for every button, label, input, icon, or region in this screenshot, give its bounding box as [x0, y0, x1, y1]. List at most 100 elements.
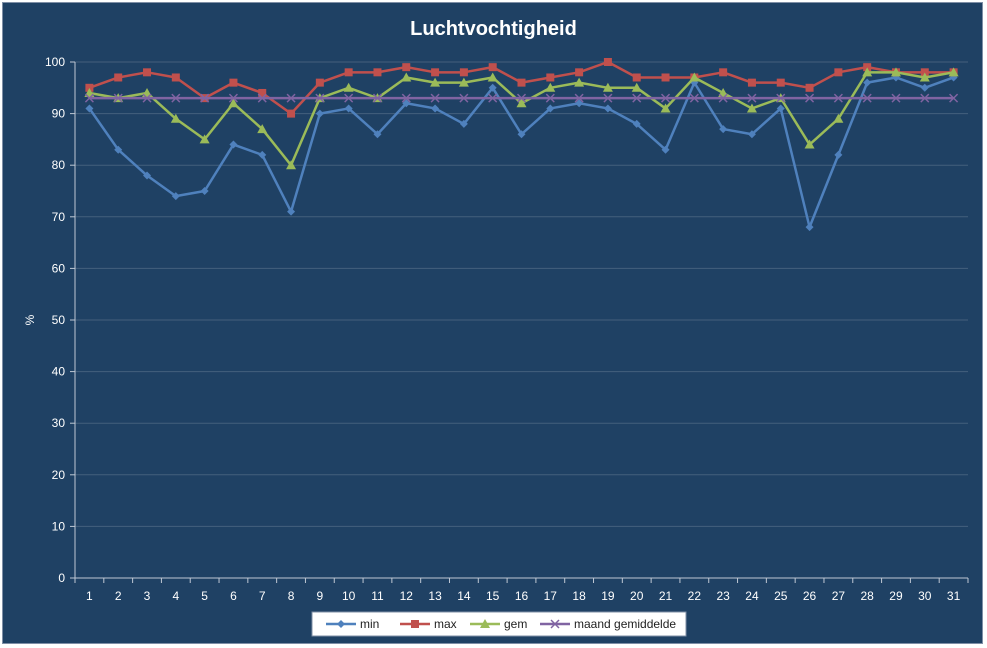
data-point-maand-gemiddelde: [574, 93, 584, 103]
data-point-min: [776, 104, 785, 113]
legend-label: maand gemiddelde: [574, 617, 676, 631]
y-tick-label: 60: [52, 261, 66, 275]
x-tick-label: 24: [745, 589, 759, 603]
y-tick-label: 80: [52, 158, 66, 172]
data-point-min: [459, 119, 468, 128]
data-point-min: [373, 130, 382, 139]
x-tick-label: 1: [86, 589, 93, 603]
data-point-gem: [948, 67, 959, 77]
data-point-min: [575, 99, 584, 108]
x-tick-label: 29: [889, 589, 903, 603]
x-tick-label: 4: [172, 589, 179, 603]
y-tick-label: 90: [52, 107, 66, 121]
x-tick-label: 23: [716, 589, 730, 603]
x-tick-label: 14: [457, 589, 471, 603]
data-point-max: [315, 78, 324, 87]
data-point-min: [143, 171, 152, 180]
y-axis-label: %: [23, 314, 37, 325]
chart-title: Luchtvochtigheid: [410, 18, 577, 40]
data-point-gem: [631, 82, 642, 92]
data-point-min: [229, 140, 238, 149]
x-tick-label: 12: [400, 589, 414, 603]
data-point-gem: [257, 124, 268, 134]
data-point-min: [287, 207, 296, 216]
data-point-maand-gemiddelde: [545, 93, 555, 103]
data-point-min: [719, 125, 728, 134]
data-point-max: [114, 73, 123, 82]
x-tick-label: 17: [544, 589, 558, 603]
x-tick-label: 7: [259, 589, 266, 603]
data-point-max: [459, 68, 468, 77]
x-tick-label: 19: [601, 589, 615, 603]
data-point-min: [258, 150, 267, 159]
x-tick-label: 6: [230, 589, 237, 603]
data-point-gem: [833, 113, 844, 123]
y-tick-label: 30: [52, 416, 66, 430]
data-point-min: [200, 187, 209, 195]
data-point-min: [546, 104, 555, 113]
data-point-min: [315, 109, 324, 118]
data-point-max: [834, 68, 843, 77]
data-point-max: [661, 73, 670, 82]
y-tick-label: 40: [52, 365, 66, 379]
legend-label: max: [434, 617, 457, 631]
data-point-min: [632, 119, 641, 128]
data-point-max: [920, 68, 929, 77]
legend-label: gem: [504, 617, 527, 631]
x-tick-label: 13: [428, 589, 442, 603]
x-tick-label: 18: [572, 589, 586, 603]
data-point-min: [920, 83, 929, 92]
data-point-maand-gemiddelde: [689, 93, 699, 103]
data-point-max: [863, 63, 872, 72]
data-point-min: [114, 145, 123, 154]
data-point-maand-gemiddelde: [142, 93, 152, 103]
data-point-max: [719, 68, 728, 77]
data-point-max: [229, 78, 238, 87]
data-point-maand-gemiddelde: [833, 93, 843, 103]
data-point-maand-gemiddelde: [430, 93, 440, 103]
data-point-maand-gemiddelde: [401, 93, 411, 103]
data-point-max: [171, 73, 180, 82]
x-tick-label: 15: [486, 589, 500, 603]
legend-marker: [337, 620, 345, 628]
x-tick-label: 16: [515, 589, 529, 603]
x-tick-label: 5: [201, 589, 208, 603]
data-point-max: [517, 78, 526, 87]
legend-label: min: [360, 617, 379, 631]
data-point-maand-gemiddelde: [632, 93, 642, 103]
data-point-max: [344, 68, 353, 77]
y-tick-label: 70: [52, 210, 66, 224]
x-tick-label: 21: [659, 589, 673, 603]
data-point-min: [661, 145, 670, 154]
data-point-gem: [574, 77, 585, 87]
data-point-gem: [199, 134, 210, 144]
data-point-max: [488, 63, 497, 72]
y-tick-label: 100: [45, 55, 65, 69]
data-point-gem: [516, 98, 527, 108]
data-point-maand-gemiddelde: [949, 93, 959, 103]
data-point-max: [805, 83, 814, 92]
data-point-gem: [919, 72, 930, 82]
data-point-min: [517, 130, 526, 139]
data-point-gem: [401, 72, 412, 82]
data-point-gem: [689, 72, 700, 82]
data-point-max: [632, 73, 641, 82]
data-point-maand-gemiddelde: [257, 93, 267, 103]
data-point-maand-gemiddelde: [171, 93, 181, 103]
data-point-min: [344, 104, 353, 113]
data-point-maand-gemiddelde: [459, 93, 469, 103]
data-point-maand-gemiddelde: [344, 93, 354, 103]
data-point-max: [143, 68, 152, 77]
x-tick-label: 22: [688, 589, 702, 603]
y-tick-label: 0: [58, 571, 65, 585]
x-tick-label: 27: [832, 589, 846, 603]
y-tick-label: 10: [52, 519, 66, 533]
data-point-maand-gemiddelde: [200, 93, 210, 103]
y-tick-label: 20: [52, 468, 66, 482]
data-point-gem: [890, 67, 901, 77]
data-point-maand-gemiddelde: [776, 93, 786, 103]
data-point-min: [805, 223, 814, 232]
legend-marker: [550, 619, 560, 629]
data-point-max: [546, 73, 555, 82]
